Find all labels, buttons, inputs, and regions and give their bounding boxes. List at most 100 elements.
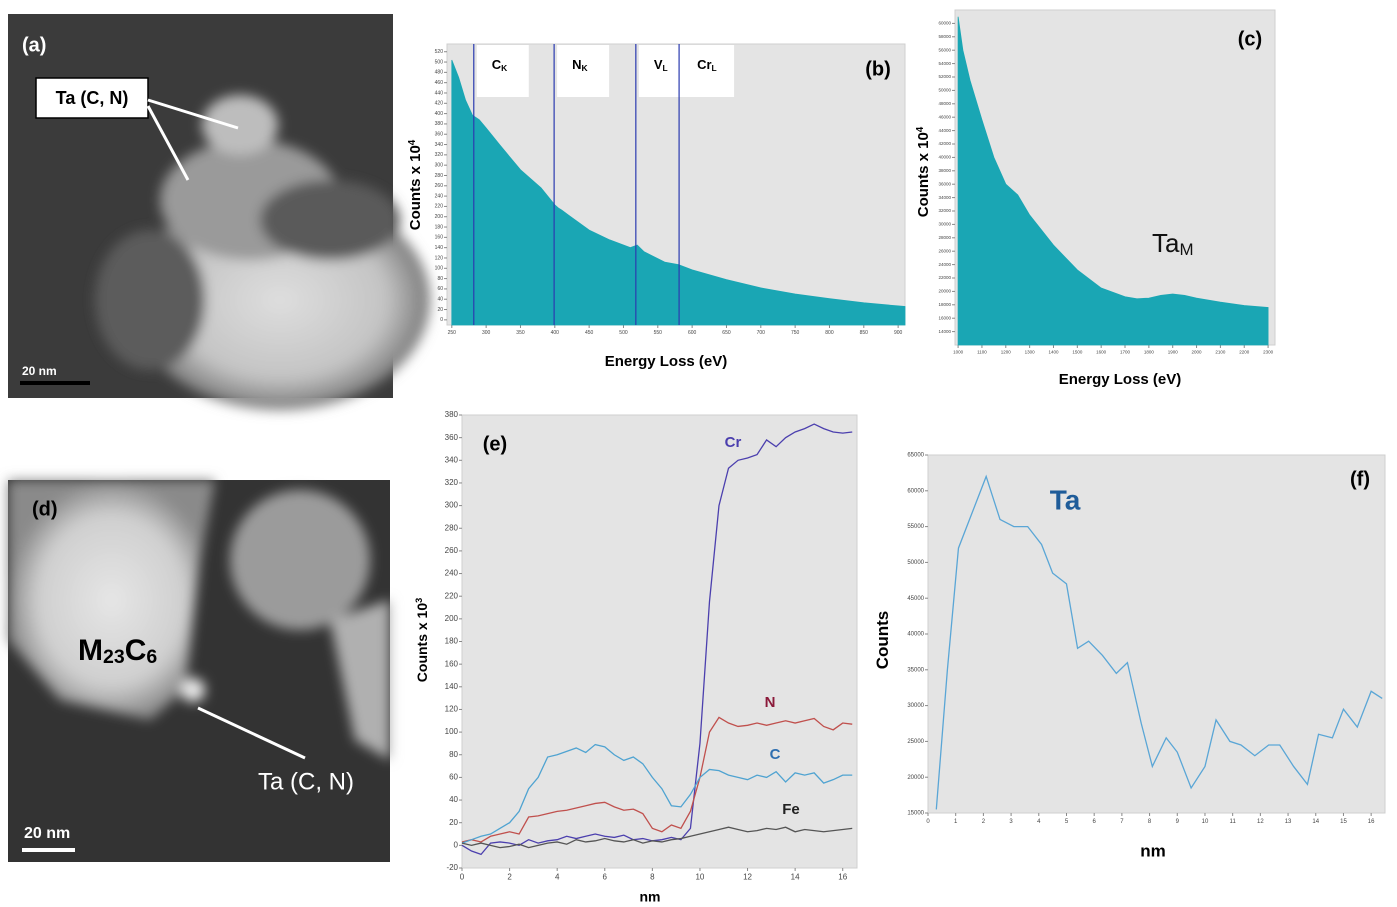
y-tick-label: 260 <box>435 183 444 189</box>
series-label: Fe <box>782 801 800 818</box>
x-axis-title: nm <box>640 889 661 905</box>
y-tick-label: 56000 <box>938 47 951 52</box>
y-tick-label: 80 <box>437 276 443 282</box>
spectrum-area <box>957 16 1269 346</box>
series-label: C <box>770 746 781 763</box>
panel-label: (c) <box>1238 28 1262 50</box>
edge-label: CK <box>492 57 508 72</box>
x-tick-label: 1700 <box>1120 349 1131 354</box>
text-sub: M <box>1179 240 1193 259</box>
text-sub: L <box>712 63 717 73</box>
y-tick-label: -20 <box>446 863 458 872</box>
text-part: C <box>125 634 147 667</box>
annotation: Ta (C, N) <box>56 88 129 108</box>
edge-label: NK <box>572 57 588 72</box>
x-tick-label: 4 <box>555 873 560 882</box>
x-tick-label: 500 <box>619 330 628 336</box>
text-part: M <box>78 634 103 667</box>
y-tick-label: 40 <box>449 795 458 804</box>
x-tick-label: 600 <box>688 330 697 336</box>
x-tick-label: 5 <box>1065 819 1069 825</box>
x-tick-label: 1900 <box>1168 349 1179 354</box>
y-tick-label: 80 <box>449 750 458 759</box>
y-tick-label: 460 <box>435 80 444 86</box>
x-tick-label: 3 <box>1009 819 1013 825</box>
text-part: N <box>572 57 581 72</box>
x-tick-label: 250 <box>448 330 457 336</box>
x-tick-label: 700 <box>757 330 766 336</box>
y-tick-label: 42000 <box>938 141 951 146</box>
scale-bar-label: 20 nm <box>24 825 70 842</box>
x-tick-label: 6 <box>603 873 608 882</box>
series-label: Ta <box>1050 484 1081 515</box>
y-tick-label: 32000 <box>938 208 951 213</box>
y-tick-label: 120 <box>435 255 444 261</box>
y-tick-label: 440 <box>435 90 444 96</box>
y-tick-label: 30000 <box>938 222 951 227</box>
x-tick-label: 1300 <box>1025 349 1036 354</box>
x-tick-label: 14 <box>791 873 800 882</box>
x-tick-label: 10 <box>1202 819 1209 825</box>
x-tick-label: 11 <box>1230 819 1237 825</box>
x-tick-label: 900 <box>894 330 903 336</box>
y-tick-label: 120 <box>445 705 459 714</box>
x-tick-label: 450 <box>585 330 594 336</box>
x-axis-title: nm <box>1140 841 1166 860</box>
y-tick-label: 15000 <box>907 811 924 817</box>
panel-label: (d) <box>32 498 58 520</box>
y-tick-label: 360 <box>435 132 444 138</box>
x-tick-label: 2 <box>507 873 512 882</box>
y-tick-label: 20 <box>449 818 458 827</box>
y-tick-label: 45000 <box>907 596 924 602</box>
x-tick-label: 1800 <box>1144 349 1155 354</box>
x-tick-label: 2300 <box>1263 349 1274 354</box>
y-tick-label: 22000 <box>938 275 951 280</box>
y-tick-label: 26000 <box>938 248 951 253</box>
x-tick-label: 350 <box>516 330 525 336</box>
x-tick-label: 4 <box>1037 819 1041 825</box>
y-axis-title: Counts x 103 <box>414 598 430 682</box>
x-tick-label: 400 <box>551 330 560 336</box>
x-tick-label: 1400 <box>1048 349 1059 354</box>
edge-label-box <box>682 45 735 97</box>
x-tick-label: 14 <box>1312 819 1319 825</box>
spectrum-area <box>451 59 906 326</box>
text-sub: K <box>582 63 589 73</box>
y-tick-label: 520 <box>435 49 444 55</box>
x-tick-label: 550 <box>654 330 663 336</box>
x-tick-label: 0 <box>460 873 465 882</box>
y-tick-label: 220 <box>445 591 459 600</box>
x-tick-label: 12 <box>1257 819 1264 825</box>
scale-bar-label: 20 nm <box>22 364 57 378</box>
panel-label: (e) <box>483 433 507 455</box>
x-tick-label: 13 <box>1285 819 1292 825</box>
x-tick-label: 12 <box>743 873 752 882</box>
y-tick-label: 36000 <box>938 181 951 186</box>
y-tick-label: 400 <box>435 111 444 117</box>
x-axis-title: Energy Loss (eV) <box>605 353 728 370</box>
x-tick-label: 800 <box>825 330 834 336</box>
text-sup: 4 <box>407 139 418 145</box>
x-tick-label: 2000 <box>1192 349 1203 354</box>
text-sup: 4 <box>915 126 926 132</box>
panel-label: (a) <box>22 34 46 56</box>
y-tick-label: 340 <box>445 455 459 464</box>
y-tick-label: 16000 <box>938 315 951 320</box>
y-tick-label: 20 <box>437 307 443 313</box>
y-tick-label: 280 <box>435 173 444 179</box>
x-tick-label: 9 <box>1176 819 1180 825</box>
y-tick-label: 160 <box>445 659 459 668</box>
text-part: Cr <box>697 57 711 72</box>
x-tick-label: 300 <box>482 330 491 336</box>
y-tick-label: 180 <box>435 224 444 230</box>
text-part: C <box>492 57 502 72</box>
y-tick-label: 240 <box>445 569 459 578</box>
edge-label: CrL <box>697 57 717 72</box>
text-part: V <box>654 57 663 72</box>
text-sub: L <box>663 63 668 73</box>
y-tick-label: 380 <box>435 121 444 127</box>
y-tick-label: 60 <box>437 286 443 292</box>
x-tick-label: 650 <box>722 330 731 336</box>
y-tick-label: 320 <box>445 478 459 487</box>
